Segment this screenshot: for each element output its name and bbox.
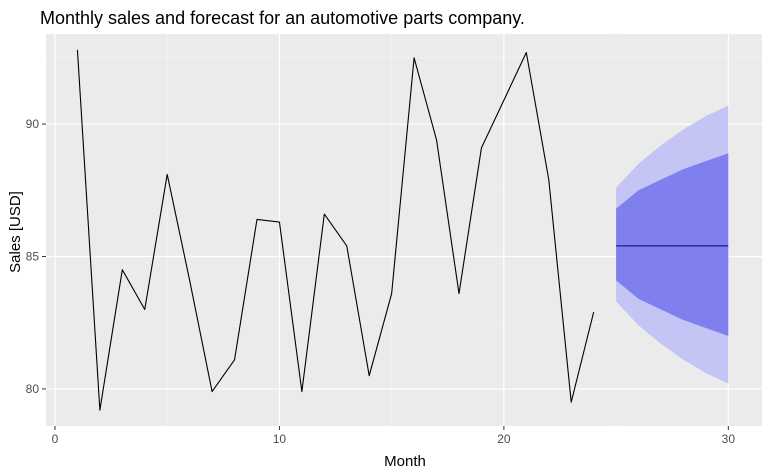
x-tick-label: 20	[497, 432, 511, 446]
x-tick-label: 30	[722, 432, 736, 446]
chart-title: Monthly sales and forecast for an automo…	[40, 8, 525, 28]
y-tick-label: 80	[26, 382, 40, 396]
y-axis: 80 85 90	[26, 117, 46, 396]
forecast-80-interval-band	[616, 153, 729, 336]
y-tick-label: 85	[26, 249, 40, 263]
plot-panel	[46, 34, 762, 426]
x-tick-label: 0	[52, 432, 59, 446]
x-axis: 0 10 20 30	[52, 426, 736, 446]
sales-series-line	[76, 49, 595, 411]
x-tick-label: 10	[273, 432, 287, 446]
x-axis-title: Month	[384, 453, 426, 470]
y-axis-title: Sales [USD]	[7, 191, 24, 273]
y-tick-label: 90	[26, 117, 40, 131]
